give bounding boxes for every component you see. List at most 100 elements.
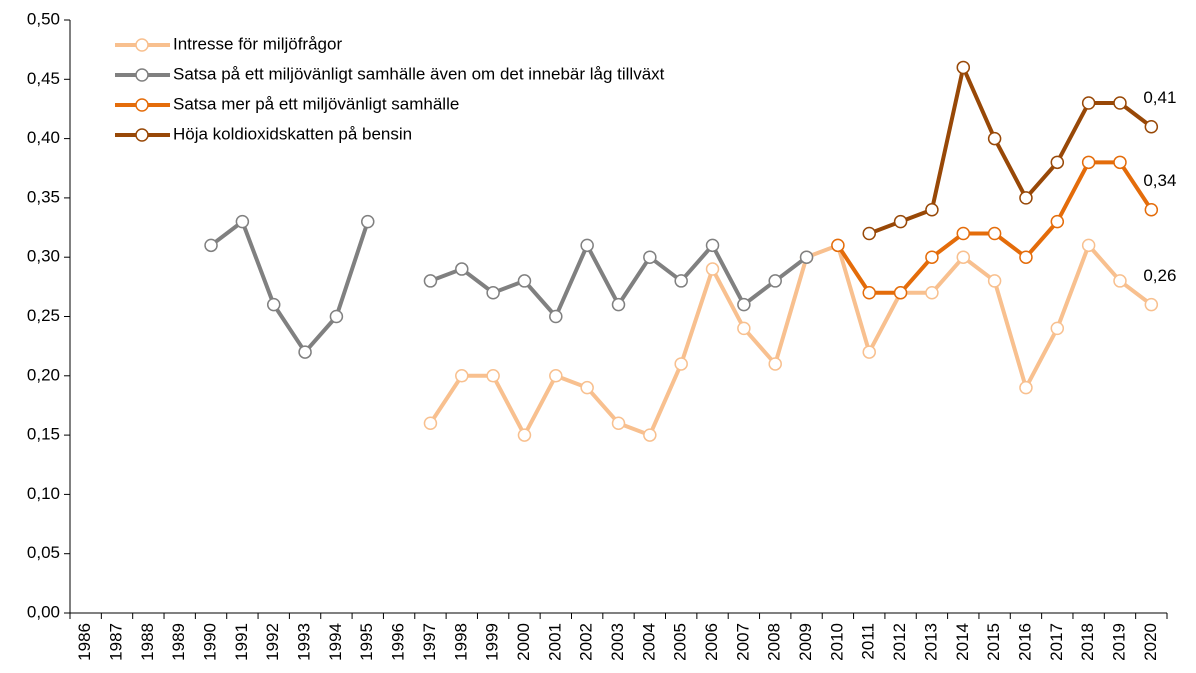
- data-point: [266, 297, 281, 312]
- y-tick-label: 0,50: [27, 9, 60, 28]
- x-tick-label: 1992: [263, 623, 282, 661]
- y-tick-label: 0,20: [27, 365, 60, 384]
- series-line: [868, 65, 1153, 236]
- data-point: [705, 238, 720, 253]
- data-point: [423, 416, 438, 430]
- x-tick-label: 2010: [827, 623, 846, 661]
- x-tick-label: 2020: [1141, 623, 1160, 661]
- data-point: [862, 226, 876, 241]
- x-tick-label: 1997: [420, 623, 439, 661]
- legend-label: Satsa mer på ett miljövänligt samhälle: [173, 94, 459, 113]
- x-tick-label: 2007: [733, 623, 752, 661]
- y-tick-label: 0,30: [27, 247, 60, 266]
- data-point: [925, 250, 939, 264]
- data-point: [486, 369, 500, 383]
- data-point: [1081, 155, 1096, 170]
- data-point: [987, 131, 1002, 146]
- data-label: 0,34: [1143, 171, 1176, 190]
- data-point: [893, 286, 908, 300]
- x-tick-label: 2001: [545, 623, 564, 661]
- x-tick-label: 2019: [1109, 623, 1128, 661]
- data-point: [799, 250, 814, 264]
- data-point: [831, 238, 845, 253]
- data-point: [1081, 96, 1096, 110]
- legend-label: Intresse för miljöfrågor: [173, 34, 342, 53]
- legend-label: Höja koldioxidskatten på bensin: [173, 124, 412, 143]
- legend-marker: [135, 38, 149, 52]
- x-tick-label: 1990: [201, 623, 220, 661]
- data-point: [517, 274, 532, 288]
- data-point: [580, 238, 594, 253]
- x-tick-label: 2012: [890, 623, 909, 661]
- data-point: [925, 286, 939, 300]
- data-point: [611, 416, 626, 430]
- x-tick-label: 2018: [1078, 623, 1097, 661]
- data-point: [1144, 297, 1159, 312]
- data-point: [361, 214, 375, 229]
- x-tick-label: 1996: [389, 623, 408, 661]
- data-point: [1113, 274, 1127, 288]
- data-point: [737, 297, 751, 312]
- x-tick-label: 2004: [639, 623, 658, 661]
- x-tick-label: 2014: [953, 623, 972, 661]
- x-tick-label: 2015: [984, 623, 1003, 661]
- y-tick-label: 0,15: [27, 425, 60, 444]
- series-line: [209, 219, 370, 355]
- x-tick-label: 2013: [921, 623, 940, 661]
- y-tick-label: 0,05: [27, 543, 60, 562]
- x-tick-label: 1998: [451, 623, 470, 661]
- y-tick-label: 0,40: [27, 128, 60, 147]
- data-point: [768, 274, 782, 288]
- x-tick-label: 2006: [702, 623, 721, 661]
- data-point: [1019, 250, 1033, 264]
- legend-marker: [135, 68, 149, 82]
- x-tick-label: 2017: [1047, 623, 1066, 661]
- x-tick-label: 1995: [357, 623, 376, 661]
- legend-label: Satsa på ett miljövänligt samhälle även …: [173, 64, 665, 83]
- x-tick-label: 1989: [169, 623, 188, 661]
- data-point: [862, 345, 876, 359]
- x-tick-label: 2008: [765, 623, 784, 661]
- x-tick-label: 2005: [671, 623, 690, 661]
- data-point: [1144, 203, 1159, 217]
- x-tick-label: 1993: [295, 623, 314, 661]
- data-point: [549, 369, 563, 383]
- data-point: [956, 226, 971, 241]
- data-point: [204, 238, 218, 253]
- data-point: [1050, 321, 1065, 336]
- data-point: [925, 203, 939, 217]
- data-point: [298, 345, 312, 359]
- data-label: 0,26: [1143, 266, 1176, 285]
- data-point: [737, 321, 751, 336]
- data-point: [517, 428, 532, 442]
- y-tick-label: 0,10: [27, 484, 60, 503]
- data-point: [455, 262, 469, 276]
- data-point: [423, 274, 438, 288]
- x-tick-label: 1986: [75, 623, 94, 661]
- legend-marker: [135, 98, 149, 112]
- x-tick-label: 2016: [1015, 623, 1034, 661]
- x-tick-label: 1991: [232, 623, 251, 661]
- data-point: [674, 357, 688, 371]
- data-label: 0,41: [1143, 88, 1176, 107]
- x-tick-label: 1987: [106, 623, 125, 661]
- data-point: [580, 380, 594, 395]
- x-tick-label: 2003: [608, 623, 627, 661]
- data-point: [1144, 119, 1159, 134]
- data-point: [987, 226, 1002, 241]
- data-point: [705, 262, 720, 276]
- data-point: [1113, 96, 1127, 110]
- series-line: [428, 243, 1153, 438]
- data-point: [987, 274, 1002, 288]
- data-point: [956, 60, 971, 75]
- data-point: [956, 250, 971, 264]
- x-tick-label: 1988: [138, 623, 157, 661]
- data-point: [1050, 155, 1065, 170]
- y-tick-label: 0,35: [27, 187, 60, 206]
- x-tick-label: 2000: [514, 623, 533, 661]
- x-tick-label: 2009: [796, 623, 815, 661]
- data-point: [643, 250, 657, 264]
- data-point: [1050, 214, 1065, 229]
- data-point: [893, 214, 908, 229]
